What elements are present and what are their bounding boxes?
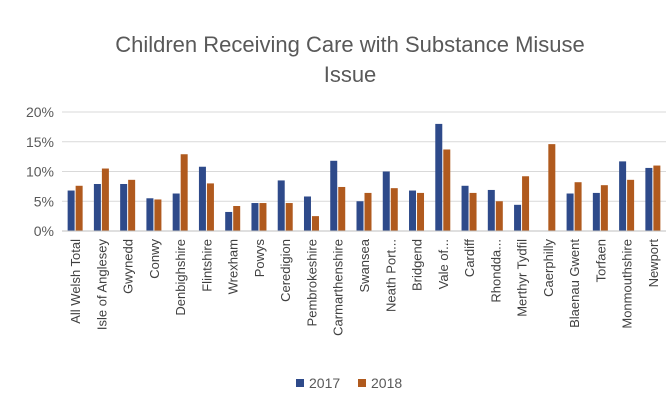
bar-2017 xyxy=(487,189,495,231)
chart-title-line-2: Issue xyxy=(324,62,377,87)
bar-2017 xyxy=(461,185,469,231)
bar-2018 xyxy=(600,185,608,231)
x-tick-label: Cardiff xyxy=(462,239,477,277)
bar-2018 xyxy=(180,154,188,231)
bar-2017 xyxy=(330,160,338,231)
bar-2017 xyxy=(93,183,101,231)
x-tick-label: Powys xyxy=(252,239,267,278)
x-tick-label: Bridgend xyxy=(410,239,425,291)
bar-2018 xyxy=(206,183,214,231)
bar-2017 xyxy=(146,198,154,231)
bar-2017 xyxy=(172,193,180,231)
legend-label: 2018 xyxy=(371,375,402,391)
legend-label: 2017 xyxy=(309,375,340,391)
legend: 2017 2018 xyxy=(296,375,402,391)
bar-2018 xyxy=(443,149,451,231)
y-tick-label: 10% xyxy=(26,164,54,180)
bar-2017 xyxy=(251,203,259,231)
x-tick-label: Ceredigion xyxy=(278,239,293,302)
bar-2018 xyxy=(311,216,319,231)
bar-2017 xyxy=(303,196,311,231)
y-tick-label: 0% xyxy=(34,223,54,239)
x-tick-label: Pembrokeshire xyxy=(304,239,319,326)
bar-2017 xyxy=(277,180,285,231)
x-tick-label: Monmouthshire xyxy=(620,239,635,329)
bar-2018 xyxy=(495,201,503,231)
bar-2018 xyxy=(259,203,267,231)
x-tick-label: Denbighshire xyxy=(173,239,188,316)
x-tick-label: Merthyr Tydfil xyxy=(515,239,530,317)
bar-2017 xyxy=(566,193,574,231)
y-axis-ticks: 0% 5% 10% 15% 20% xyxy=(26,104,54,239)
x-tick-label: Swansea xyxy=(357,238,372,292)
bar-2017 xyxy=(619,161,627,231)
bar-2017 xyxy=(382,171,390,231)
bar-2017 xyxy=(198,166,206,231)
bar-2018 xyxy=(548,144,556,231)
legend-swatch xyxy=(358,379,366,387)
bar-2017 xyxy=(409,190,417,231)
bar-2017 xyxy=(592,192,600,231)
bar-2018 xyxy=(285,203,293,231)
y-tick-label: 15% xyxy=(26,134,54,150)
x-tick-label: Gwynedd xyxy=(121,239,136,294)
x-tick-label: All Welsh Total xyxy=(68,239,83,324)
bar-2018 xyxy=(627,179,635,231)
x-axis-labels: All Welsh Total Isle of Anglesey Gwynedd Co… xyxy=(68,238,661,336)
chart-title-line-1: Children Receiving Care with Substance M… xyxy=(115,32,585,57)
x-tick-label: Rhondda... xyxy=(488,239,503,303)
bars xyxy=(67,123,661,231)
bar-2017 xyxy=(120,183,128,231)
x-tick-label: Torfaen xyxy=(593,239,608,282)
bar-2018 xyxy=(338,186,346,231)
x-tick-label: Isle of Anglesey xyxy=(94,239,109,331)
bar-2018 xyxy=(101,168,109,231)
x-tick-label: Flintshire xyxy=(199,239,214,292)
bar-2018 xyxy=(154,199,162,231)
gridlines xyxy=(62,111,666,202)
x-tick-label: Vale of... xyxy=(436,239,451,289)
x-tick-label: Conwy xyxy=(147,239,162,279)
bar-2018 xyxy=(128,179,136,231)
bar-2018 xyxy=(469,192,477,231)
x-tick-label: Wrexham xyxy=(226,239,241,294)
bar-2017 xyxy=(645,167,653,231)
bar-2018 xyxy=(417,192,425,231)
x-tick-label: Neath Port... xyxy=(383,239,398,312)
legend-swatch xyxy=(296,379,304,387)
bar-2018 xyxy=(364,192,372,231)
x-tick-label: Newport xyxy=(646,239,661,288)
bar-2018 xyxy=(233,206,241,231)
bar-2017 xyxy=(225,211,233,231)
bar-2017 xyxy=(435,123,443,231)
bar-2017 xyxy=(514,204,522,231)
bar-2017 xyxy=(356,201,364,231)
bar-2018 xyxy=(574,182,582,231)
bar-2018 xyxy=(522,176,530,231)
bar-2018 xyxy=(653,165,661,231)
y-tick-label: 5% xyxy=(34,193,54,209)
x-tick-label: Caerphilly xyxy=(541,239,556,297)
y-tick-label: 20% xyxy=(26,104,54,120)
x-tick-label: Carmarthenshire xyxy=(331,239,346,336)
x-tick-label: Blaenau Gwent xyxy=(567,239,582,328)
bar-2018 xyxy=(75,185,83,231)
bar-2018 xyxy=(390,188,398,231)
bar-2017 xyxy=(67,190,75,231)
